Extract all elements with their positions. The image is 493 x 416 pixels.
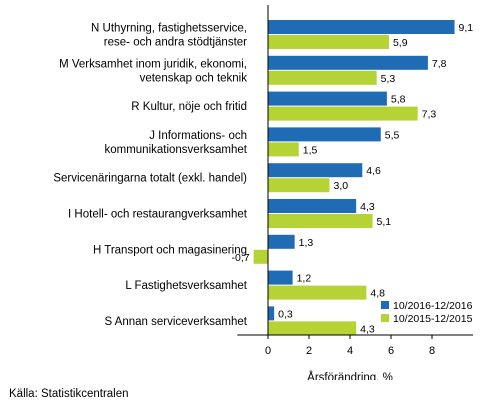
- x-tick-label: 0: [265, 345, 271, 357]
- category-label-line: M Verksamhet inom juridik, ekonomi,: [59, 58, 247, 70]
- legend-label: 10/2015-12/2015: [393, 313, 473, 325]
- bar-series-2: [268, 321, 357, 336]
- value-label: 0,3: [278, 308, 293, 320]
- category-label-line: Servicenäringarna totalt (exkl. handel): [53, 173, 247, 185]
- category-label-line: vetenskap och teknik: [140, 72, 248, 84]
- category-label: Servicenäringarna totalt (exkl. handel): [53, 173, 247, 185]
- category-label-line: N Uthyrning, fastighetsservice,: [91, 23, 247, 35]
- bar-series-1: [268, 199, 357, 213]
- category-labels: N Uthyrning, fastighetsservice, rese- och…: [53, 23, 247, 328]
- category-label-line: L Fastighetsverksamhet: [125, 280, 247, 292]
- category-label: M Verksamhet inom juridik, ekonomi, veten…: [59, 58, 247, 84]
- bar-series-1: [268, 306, 275, 321]
- bar-series-2: [268, 142, 299, 157]
- x-tick-label: 2: [306, 345, 312, 357]
- bar-series-1: [268, 20, 455, 34]
- value-label: 7,3: [422, 109, 437, 121]
- category-label-line: R Kultur, nöje och fritid: [131, 101, 247, 113]
- value-label: 1,2: [297, 273, 312, 285]
- legend-swatch: [381, 314, 389, 322]
- bar-series-2: [268, 106, 418, 121]
- legend-label: 10/2016-12/2016: [393, 300, 473, 312]
- value-label: 5,9: [393, 37, 408, 49]
- bar-series-1: [268, 163, 363, 178]
- bar-series-1: [268, 91, 387, 106]
- value-label: 1,5: [303, 144, 318, 156]
- value-label: -0,7: [232, 252, 250, 264]
- value-label: 5,8: [391, 94, 406, 106]
- value-label: 5,3: [381, 73, 396, 85]
- value-label: 9,1: [459, 22, 474, 34]
- value-labels: 9,15,97,85,35,87,35,51,54,63,04,35,11,3-…: [232, 22, 474, 335]
- bar-series-2: [253, 249, 268, 264]
- bar-series-2: [268, 35, 389, 49]
- category-label: J Informations- och kommunikationsverksam…: [104, 130, 247, 156]
- source-note: Källa: Statistikcentralen: [9, 388, 129, 400]
- bar-series-1: [268, 270, 293, 285]
- bar-series-2: [268, 178, 330, 193]
- bar-series-2: [268, 285, 367, 300]
- category-label: R Kultur, nöje och fritid: [131, 101, 247, 113]
- value-label: 4,3: [360, 201, 375, 213]
- bar-series-2: [268, 70, 377, 85]
- category-label-line: H Transport och magasinering: [93, 244, 247, 256]
- value-label: 4,6: [366, 165, 381, 177]
- value-label: 4,8: [370, 288, 385, 300]
- value-label: 3,0: [334, 180, 349, 192]
- bar-series-2: [268, 214, 373, 228]
- x-axis-title: Årsförändring, %: [307, 371, 393, 380]
- value-label: 7,8: [432, 58, 447, 70]
- legend-swatch: [381, 301, 389, 309]
- category-label-line: J Informations- och: [149, 130, 247, 142]
- category-label-line: kommunikationsverksamhet: [104, 144, 247, 156]
- x-axis-ticks: 0 2 4 6 8: [265, 335, 435, 357]
- value-label: 1,3: [299, 237, 314, 249]
- category-label: N Uthyrning, fastighetsservice, rese- och…: [91, 23, 247, 49]
- bar-series-1: [268, 234, 295, 249]
- x-tick-label: 6: [388, 345, 394, 357]
- bar-series-1: [268, 127, 381, 142]
- category-label-line: rese- och andra stödtjänster: [104, 37, 247, 49]
- value-label: 5,5: [385, 129, 400, 141]
- x-tick-label: 8: [429, 345, 435, 357]
- category-label: H Transport och magasinering: [93, 244, 247, 256]
- category-label-line: I Hotell- och restaurangverksamhet: [68, 209, 248, 221]
- category-label-line: S Annan serviceverksamhet: [104, 316, 247, 328]
- value-label: 4,3: [360, 323, 375, 335]
- x-tick-label: 4: [347, 345, 353, 357]
- bar-chart: N Uthyrning, fastighetsservice, rese- och…: [53, 5, 474, 380]
- category-label: I Hotell- och restaurangverksamhet: [68, 209, 248, 221]
- bar-series-1: [268, 55, 428, 70]
- category-label: S Annan serviceverksamhet: [104, 316, 247, 328]
- bars: [253, 20, 455, 336]
- value-label: 5,1: [377, 216, 392, 228]
- category-label: L Fastighetsverksamhet: [125, 280, 247, 292]
